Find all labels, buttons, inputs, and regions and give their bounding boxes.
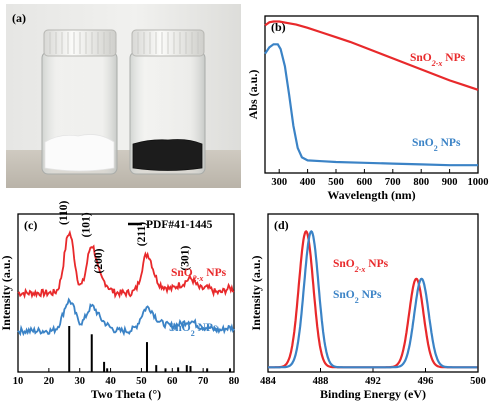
panel-c-x-tick-label: 20 [44, 376, 55, 387]
panel-b-x-tick-label: 900 [442, 177, 458, 188]
panel-d-xps-chart: 484 488 492 496 500 Binding Energy (eV) Intens… [249, 213, 486, 401]
panel-d-series-line-1 [268, 230, 478, 369]
panel-c-legend-sno2x: SnO2-x NPs [171, 267, 227, 283]
panel-b-legend-sno2x: SnO2-x NPs [410, 52, 466, 68]
panel-d-panel-label: (d) [274, 218, 289, 232]
panel-c-peak-label: (110) [58, 201, 70, 225]
panel-b-series-line-0 [264, 20, 479, 91]
panel-b-x-tick-label: 600 [357, 177, 373, 188]
panel-c-x-tick-label: 70 [198, 376, 209, 387]
panel-c-peak-label: (200) [93, 248, 105, 273]
panel-c-xrd-chart: 10 20 30 40 50 60 70 80 Two Theta (°) Intensity (… [0, 201, 239, 401]
vials-photo [6, 4, 241, 188]
panel-b-x-axis-label: Wavelength (nm) [327, 188, 415, 202]
panel-d-x-axis-label: Binding Energy (eV) [320, 387, 426, 401]
panel-c-x-tick-label: 50 [136, 376, 147, 387]
panel-c-peak-label: (101) [81, 212, 93, 237]
panel-b-series-line-1 [264, 43, 478, 167]
panel-c-x-tick-label: 10 [13, 376, 24, 387]
panel-a-label: (a) [12, 11, 26, 25]
panel-b-y-axis-label: Abs (a.u.) [246, 70, 260, 120]
panel-d-legend-sno2x: SnO2-x NPs [333, 258, 389, 274]
panel-c-x-axis-label: Two Theta (°) [91, 387, 161, 401]
panel-c-peak-label: (211) [136, 222, 148, 246]
panel-c-y-axis-label: Intensity (a.u.) [0, 255, 13, 330]
panel-b-absorbance-chart: 300 400 500 600 700 800 900 1000 Wavelength (nm)… [246, 15, 489, 202]
panel-c-x-tick-label: 80 [229, 376, 240, 387]
panel-d-y-axis-label: Intensity (a.u.) [249, 255, 263, 330]
panel-b-legend-sno2: SnO2 NPs [412, 137, 461, 153]
panel-d-x-tick-label: 484 [260, 376, 277, 387]
panel-c-x-tick-label: 60 [167, 376, 178, 387]
panel-c-peak-label: (301) [179, 246, 191, 271]
white-powder-vial [41, 29, 118, 175]
panel-c-legend-sno2: SnO2 NPs [169, 322, 218, 338]
panel-c-panel-label: (c) [24, 218, 37, 232]
panel-b-x-tick-label: 800 [413, 177, 429, 188]
panel-b-x-tick-label: 500 [328, 177, 344, 188]
panel-b-panel-label: (b) [271, 20, 286, 34]
panel-c-x-tick-label: 40 [105, 376, 116, 387]
panel-c-legend-label: PDF#41-1445 [146, 219, 213, 231]
panel-c-series-line-0 [17, 229, 235, 300]
panel-d-legend-sno2: SnO2 NPs [333, 289, 382, 305]
panel-c-series-line-1 [17, 297, 235, 337]
black-powder-vial [129, 29, 206, 175]
panel-b-x-tick-label: 1000 [468, 177, 489, 188]
panel-b-plot-frame [264, 15, 479, 174]
panel-b-x-tick-label: 700 [385, 177, 401, 188]
panel-d-x-tick-label: 500 [470, 376, 486, 387]
panel-b-x-tick-label: 400 [300, 177, 316, 188]
panel-d-x-tick-label: 488 [313, 376, 329, 387]
panel-d-x-tick-label: 492 [365, 376, 381, 387]
panel-c-x-tick-label: 30 [74, 376, 85, 387]
panel-d-x-tick-label: 496 [418, 376, 434, 387]
panel-b-x-tick-label: 300 [271, 177, 287, 188]
